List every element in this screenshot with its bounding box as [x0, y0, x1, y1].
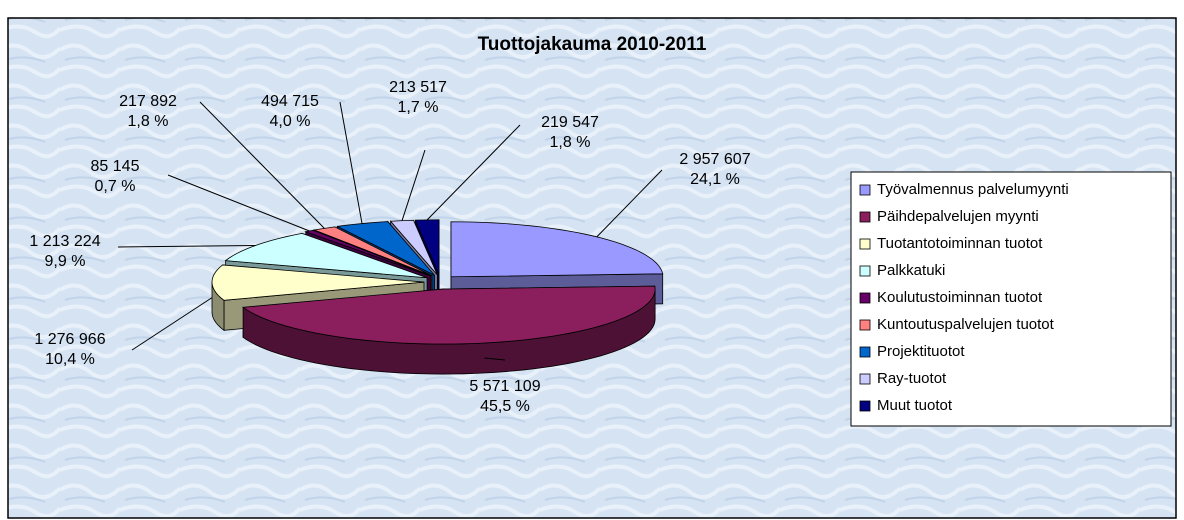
data-label: 1 276 966 [34, 331, 105, 348]
percent-label: 4,0 % [270, 113, 311, 130]
data-label: 5 571 109 [469, 378, 540, 395]
legend-swatch [859, 319, 871, 331]
leader-line [339, 101, 363, 224]
legend-label: Kuntoutuspalvelujen tuotot [877, 316, 1055, 333]
leader-line [131, 297, 213, 351]
legend-label: Ray-tuotot [877, 370, 947, 387]
percent-label: 9,9 % [45, 253, 86, 270]
slice [211, 264, 425, 301]
legend-swatch [859, 400, 871, 412]
data-label: 213 517 [389, 79, 447, 96]
legend-swatch [859, 373, 871, 385]
slice [312, 226, 433, 277]
leader-line [596, 169, 663, 238]
leader-line [167, 174, 310, 232]
percent-label: 24,1 % [690, 171, 740, 188]
leader-line [199, 101, 325, 229]
slice [389, 219, 438, 276]
legend-swatch [859, 238, 871, 250]
legend-label: Työvalmennus palvelumyynti [877, 181, 1069, 198]
leader-line [426, 124, 521, 221]
data-label: 85 145 [91, 158, 140, 175]
legend-label: Palkkatuki [877, 262, 945, 279]
data-label: 217 892 [119, 93, 177, 110]
percent-label: 1,8 % [128, 113, 169, 130]
leader-line [484, 357, 506, 361]
percent-label: 1,7 % [398, 99, 439, 116]
legend-swatch [859, 211, 871, 223]
legend-box [850, 171, 1172, 427]
data-label: 494 715 [261, 93, 319, 110]
percent-label: 45,5 % [480, 398, 530, 415]
leader-line [401, 149, 426, 221]
legend-label: Päihdepalvelujen myynti [877, 208, 1039, 225]
legend-label: Projektituotot [877, 343, 965, 360]
legend-label: Tuotantotoiminnan tuotot [877, 235, 1043, 252]
data-label: 1 213 224 [29, 233, 100, 250]
leader-line [117, 244, 256, 248]
percent-label: 1,8 % [550, 134, 591, 151]
slice [414, 219, 440, 275]
percent-label: 10,4 % [45, 351, 95, 368]
legend-swatch [859, 292, 871, 304]
data-label: 2 957 607 [679, 151, 750, 168]
legend-label: Muut tuotot [877, 397, 953, 414]
data-label: 219 547 [541, 114, 599, 131]
legend-swatch [859, 184, 871, 196]
chart-title: Tuottojakauma 2010-2011 [478, 34, 707, 55]
percent-label: 0,7 % [95, 178, 136, 195]
legend-swatch [859, 265, 871, 277]
legend-label: Koulutustoiminnan tuotot [877, 289, 1043, 306]
slice [241, 285, 656, 345]
slice [450, 221, 664, 278]
legend-swatch [859, 346, 871, 358]
slice [224, 232, 428, 279]
